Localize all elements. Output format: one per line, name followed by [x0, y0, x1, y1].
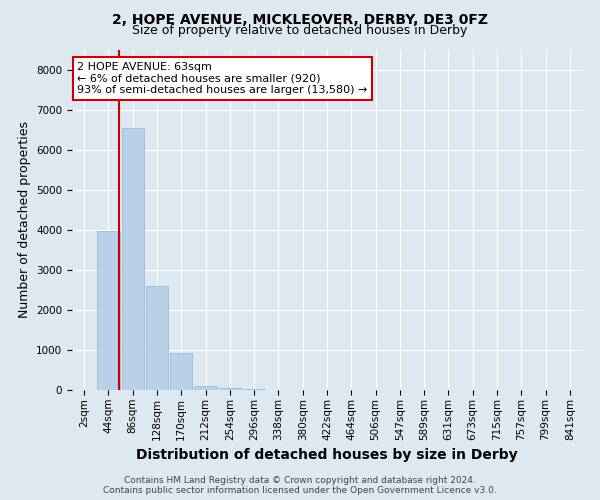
Text: 2, HOPE AVENUE, MICKLEOVER, DERBY, DE3 0FZ: 2, HOPE AVENUE, MICKLEOVER, DERBY, DE3 0…	[112, 12, 488, 26]
Bar	[243, 389, 265, 390]
Bar	[194, 386, 217, 390]
Text: 2 HOPE AVENUE: 63sqm
← 6% of detached houses are smaller (920)
93% of semi-detac: 2 HOPE AVENUE: 63sqm ← 6% of detached ho…	[77, 62, 367, 95]
Bar	[170, 353, 193, 390]
Text: Size of property relative to detached houses in Derby: Size of property relative to detached ho…	[133, 24, 467, 37]
X-axis label: Distribution of detached houses by size in Derby: Distribution of detached houses by size …	[136, 448, 518, 462]
Bar	[146, 286, 168, 390]
Bar	[97, 231, 119, 390]
Bar	[218, 388, 241, 390]
Text: Contains HM Land Registry data © Crown copyright and database right 2024.
Contai: Contains HM Land Registry data © Crown c…	[103, 476, 497, 495]
Y-axis label: Number of detached properties: Number of detached properties	[17, 122, 31, 318]
Bar	[122, 128, 144, 390]
